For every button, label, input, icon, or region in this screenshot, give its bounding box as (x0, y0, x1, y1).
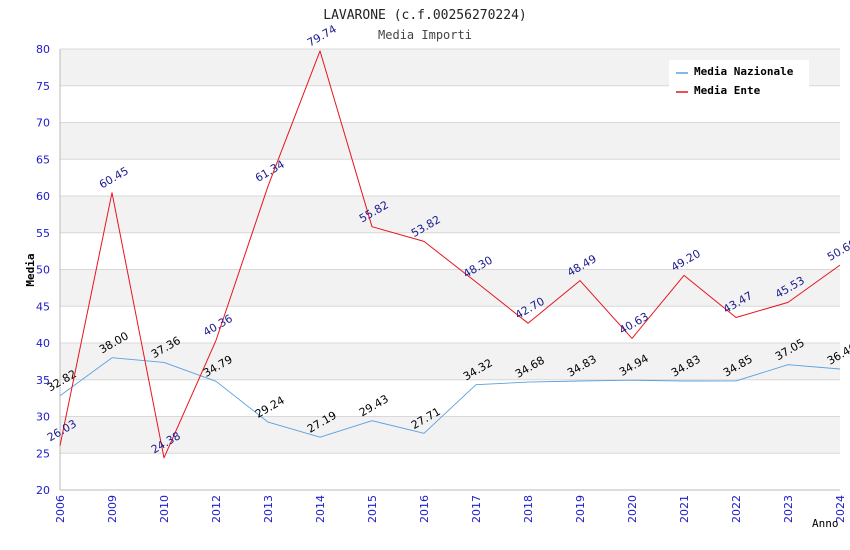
legend: Media Nazionale Media Ente (669, 60, 809, 106)
data-label-media-nazionale: 29.43 (357, 392, 391, 419)
legend-label-media-nazionale: Media Nazionale (694, 65, 794, 78)
x-tick-label: 2013 (262, 495, 275, 523)
grid-band (60, 196, 840, 233)
chart-subtitle: Media Importi (378, 28, 472, 42)
y-tick-label: 30 (36, 411, 50, 424)
y-tick-label: 20 (36, 484, 50, 497)
x-tick-label: 2016 (418, 495, 431, 523)
y-tick-label: 70 (36, 117, 50, 130)
y-tick-label: 50 (36, 264, 50, 277)
y-axis-label: Media (24, 253, 37, 286)
y-tick-label: 55 (36, 227, 50, 240)
x-tick-label: 2021 (678, 495, 691, 523)
x-tick-label: 2010 (158, 495, 171, 523)
x-tick-label: 2017 (470, 495, 483, 523)
series-line-media-ente (59, 50, 841, 459)
grid-band (60, 343, 840, 380)
chart-title: LAVARONE (c.f.00256270224) (323, 8, 527, 23)
grid-band (60, 269, 840, 307)
x-tick-label: 2024 (834, 495, 847, 523)
x-tick-label: 2023 (782, 495, 795, 523)
grid-band (60, 416, 840, 454)
y-tick-label: 35 (36, 374, 50, 387)
data-label-media-ente: 79.74 (305, 23, 339, 50)
x-tick-label: 2006 (54, 495, 67, 523)
y-tick-label: 75 (36, 80, 50, 93)
x-tick-label: 2012 (210, 495, 223, 523)
data-label-media-ente: 40.63 (617, 310, 651, 337)
data-label-media-ente: 60.45 (97, 164, 131, 191)
grid-band (60, 122, 840, 160)
x-axis-ticks: 2006 2009 2010 2012 2013 2014 2015 2016 2017 2018… (54, 495, 847, 523)
x-tick-label: 2020 (626, 495, 639, 523)
y-tick-label: 25 (36, 447, 50, 460)
y-tick-label: 60 (36, 190, 50, 203)
grid-lines (60, 48, 840, 491)
x-axis-label: Anno (812, 517, 839, 530)
x-tick-label: 2019 (574, 495, 587, 523)
y-tick-label: 65 (36, 153, 50, 166)
x-tick-label: 2022 (730, 495, 743, 523)
y-tick-label: 40 (36, 337, 50, 350)
y-tick-label: 80 (36, 43, 50, 56)
x-tick-label: 2014 (314, 495, 327, 523)
y-axis-ticks: 20 25 30 35 40 45 50 55 60 65 70 75 80 (36, 43, 50, 497)
legend-box (669, 60, 809, 106)
y-tick-label: 45 (36, 300, 50, 313)
data-label-media-ente: 50.60 (825, 237, 850, 264)
x-tick-label: 2009 (106, 495, 119, 523)
x-tick-label: 2018 (522, 495, 535, 523)
series-line-media-nazionale (59, 357, 841, 438)
plot-bands (60, 49, 840, 454)
legend-label-media-ente: Media Ente (694, 84, 761, 97)
x-tick-label: 2015 (366, 495, 379, 523)
